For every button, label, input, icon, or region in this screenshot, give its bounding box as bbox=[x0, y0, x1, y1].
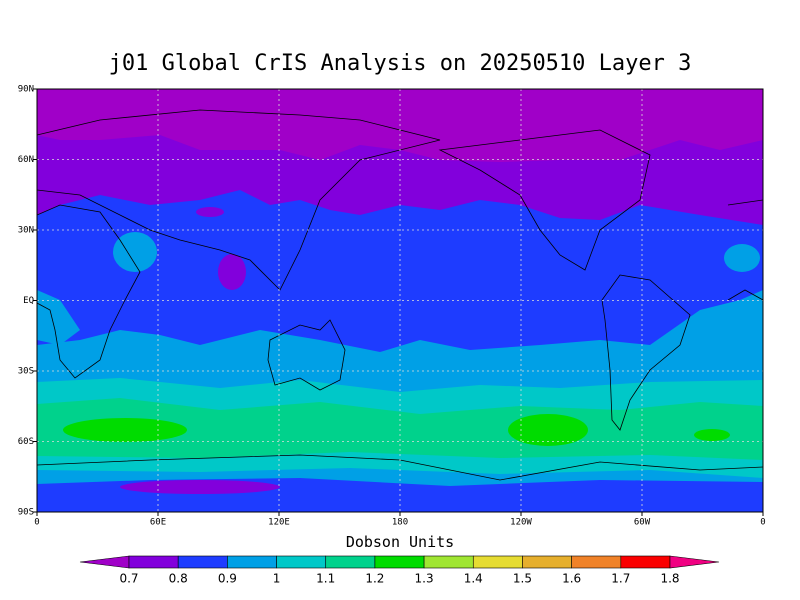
colorbar-label: 1 bbox=[273, 572, 281, 586]
colorbar-box bbox=[620, 555, 671, 569]
colorbar-box bbox=[276, 555, 327, 569]
x-tick-label: 0 bbox=[34, 518, 39, 528]
colorbar-box bbox=[522, 555, 572, 569]
colorbar-extend-low bbox=[79, 555, 130, 569]
contour-region bbox=[694, 429, 730, 441]
y-tick-label: EQ bbox=[23, 296, 34, 306]
x-tick-label: 120W bbox=[510, 518, 532, 528]
contour-region bbox=[508, 414, 588, 446]
colorbar-extend-high bbox=[669, 555, 720, 569]
map-title: j01 Global CrIS Analysis on 20250510 Lay… bbox=[109, 51, 692, 76]
y-tick-label: 60S bbox=[18, 437, 34, 447]
colorbar-label: 1.8 bbox=[660, 572, 679, 586]
colorbar-label: 0.9 bbox=[218, 572, 237, 586]
contour-region bbox=[63, 418, 187, 442]
contour-region bbox=[196, 207, 224, 217]
colorbar-label: 0.8 bbox=[169, 572, 188, 586]
colorbar-title: Dobson Units bbox=[346, 533, 454, 551]
plot-frame bbox=[36, 88, 764, 513]
colorbar-label: 1.4 bbox=[464, 572, 483, 586]
x-tick-label: 60W bbox=[634, 518, 651, 528]
y-tick-label: 60N bbox=[18, 155, 34, 165]
colorbar-label: 1.3 bbox=[415, 572, 434, 586]
x-tick-label: 120E bbox=[268, 518, 290, 528]
colorbar-label: 1.5 bbox=[513, 572, 532, 586]
colorbar-box bbox=[227, 555, 277, 569]
colorbar: 0.7 0.8 0.9 1 1.1 1.2 1.3 1.4 1.5 1.6 1.7 1.8 bbox=[79, 555, 720, 586]
y-tick-label: 90S bbox=[18, 508, 34, 518]
contour-region bbox=[120, 480, 280, 494]
colorbar-box bbox=[571, 555, 622, 569]
colorbar-label: 1.6 bbox=[562, 572, 581, 586]
colorbar-label: 1.1 bbox=[316, 572, 335, 586]
x-tick-label: 60E bbox=[150, 518, 166, 528]
colorbar-box bbox=[325, 555, 376, 569]
contour-region bbox=[218, 254, 246, 290]
colorbar-label: 0.7 bbox=[119, 572, 138, 586]
y-tick-label: 30N bbox=[18, 226, 34, 236]
contour-region bbox=[113, 232, 157, 272]
colorbar-box bbox=[177, 555, 228, 569]
y-tick-label: 30S bbox=[18, 367, 34, 377]
colorbar-label: 1.7 bbox=[611, 572, 630, 586]
colorbar-box bbox=[128, 555, 179, 569]
y-tick-label: 90N bbox=[18, 85, 34, 95]
colorbar-box bbox=[423, 555, 474, 569]
x-tick-label: 0 bbox=[760, 518, 765, 528]
contour-region bbox=[37, 290, 80, 345]
coastlines bbox=[37, 109, 763, 481]
contour-region bbox=[724, 244, 760, 272]
x-tick-label: 180 bbox=[392, 518, 408, 528]
colorbar-box bbox=[472, 555, 523, 569]
colorbar-box bbox=[374, 555, 425, 569]
colorbar-label: 1.2 bbox=[365, 572, 384, 586]
